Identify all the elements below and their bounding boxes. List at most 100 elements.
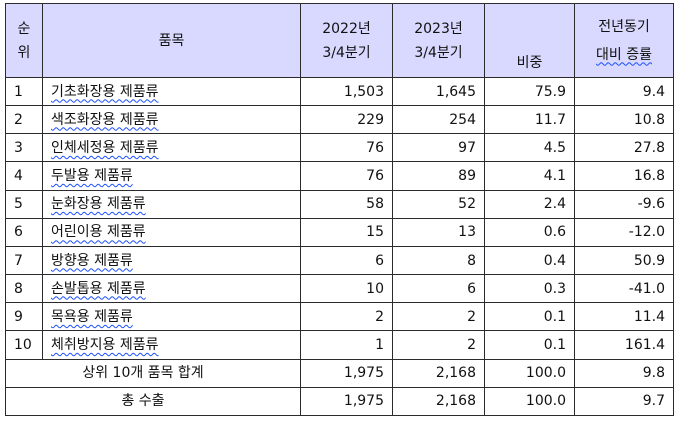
value-2023-cell: 97 bbox=[392, 133, 485, 163]
item-text: 어린이용 제품류 bbox=[51, 224, 146, 241]
summary-label-text: 상위 10개 품목 합계 bbox=[82, 365, 204, 382]
table-header: 순 위 품목 2022년 3/4분기 2023년 3/4분기 비중 전년동기 대… bbox=[5, 3, 674, 78]
table-row: 2 색조화장용 제품류 229 254 11.7 10.8 bbox=[5, 105, 674, 135]
yoy-cell: 11.4 bbox=[574, 302, 674, 332]
table-row: 10 체취방지용 제품류 1 2 0.1 161.4 bbox=[5, 330, 674, 360]
yoy-cell: -9.6 bbox=[574, 189, 674, 219]
item-cell: 체취방지용 제품류 bbox=[42, 330, 301, 360]
rank-cell: 10 bbox=[5, 330, 43, 360]
value-2022-cell: 229 bbox=[300, 105, 393, 135]
header-2023-line2: 3/4분기 bbox=[414, 44, 463, 61]
rank-cell: 4 bbox=[5, 161, 43, 191]
table-row: 6 어린이용 제품류 15 13 0.6 -12.0 bbox=[5, 217, 674, 247]
value-2022-cell: 6 bbox=[300, 245, 393, 276]
value-2022-cell: 76 bbox=[300, 161, 393, 191]
yoy-cell: 50.9 bbox=[574, 245, 674, 276]
header-yoy-line1: 전년동기 bbox=[598, 18, 650, 35]
share-cell: 0.1 bbox=[484, 302, 575, 332]
summary-2022-cell: 1,975 bbox=[300, 386, 393, 417]
share-cell: 4.5 bbox=[484, 133, 575, 163]
summary-row-top10: 상위 10개 품목 합계 1,975 2,168 100.0 9.8 bbox=[5, 358, 674, 388]
rank-cell: 7 bbox=[5, 245, 43, 276]
table-row: 7 방향용 제품류 6 8 0.4 50.9 bbox=[5, 245, 674, 276]
table-row: 9 목욕용 제품류 2 2 0.1 11.4 bbox=[5, 302, 674, 332]
item-text: 눈화장용 제품류 bbox=[51, 196, 146, 213]
item-text: 체취방지용 제품류 bbox=[51, 336, 159, 353]
yoy-cell: 161.4 bbox=[574, 330, 674, 360]
table-row: 4 두발용 제품류 76 89 4.1 16.8 bbox=[5, 161, 674, 191]
summary-2022-cell: 1,975 bbox=[300, 358, 393, 388]
value-2022-cell: 76 bbox=[300, 133, 393, 163]
item-cell: 기초화장용 제품류 bbox=[42, 76, 301, 107]
rank-cell: 8 bbox=[5, 274, 43, 304]
value-2022-cell: 10 bbox=[300, 274, 393, 304]
summary-label-text: 총 수출 bbox=[121, 393, 165, 410]
export-table-container: 순 위 품목 2022년 3/4분기 2023년 3/4분기 비중 전년동기 대… bbox=[5, 3, 674, 417]
header-2022: 2022년 3/4분기 bbox=[300, 3, 393, 78]
share-cell: 0.4 bbox=[484, 245, 575, 276]
summary-2023-cell: 2,168 bbox=[392, 358, 485, 388]
table-body: 1 기초화장용 제품류 1,503 1,645 75.9 9.4 2 색조화장용… bbox=[5, 76, 674, 417]
header-2022-line1: 2022년 bbox=[322, 20, 371, 37]
item-text: 손발톱용 제품류 bbox=[51, 280, 146, 297]
share-cell: 0.3 bbox=[484, 274, 575, 304]
rank-cell: 6 bbox=[5, 217, 43, 247]
header-2022-line2: 3/4분기 bbox=[322, 44, 371, 61]
summary-share-cell: 100.0 bbox=[484, 386, 575, 417]
value-2022-cell: 2 bbox=[300, 302, 393, 332]
item-text: 두발용 제품류 bbox=[51, 168, 133, 185]
header-rank-line1: 순 bbox=[17, 20, 31, 37]
yoy-cell: 16.8 bbox=[574, 161, 674, 191]
value-2023-cell: 2 bbox=[392, 302, 485, 332]
share-cell: 75.9 bbox=[484, 76, 575, 107]
share-cell: 4.1 bbox=[484, 161, 575, 191]
header-row: 순 위 품목 2022년 3/4분기 2023년 3/4분기 비중 전년동기 대… bbox=[5, 3, 674, 78]
header-share: 비중 bbox=[484, 3, 575, 78]
table-row: 8 손발톱용 제품류 10 6 0.3 -41.0 bbox=[5, 274, 674, 304]
value-2022-cell: 1,503 bbox=[300, 76, 393, 107]
yoy-cell: -41.0 bbox=[574, 274, 674, 304]
item-text: 방향용 제품류 bbox=[51, 252, 133, 269]
rank-cell: 2 bbox=[5, 105, 43, 135]
header-rank: 순 위 bbox=[5, 3, 43, 78]
summary-row-total: 총 수출 1,975 2,168 100.0 9.7 bbox=[5, 386, 674, 417]
yoy-cell: -12.0 bbox=[574, 217, 674, 247]
value-2022-cell: 15 bbox=[300, 217, 393, 247]
yoy-cell: 10.8 bbox=[574, 105, 674, 135]
summary-yoy-cell: 9.7 bbox=[574, 386, 674, 417]
table-row: 1 기초화장용 제품류 1,503 1,645 75.9 9.4 bbox=[5, 76, 674, 107]
yoy-cell: 27.8 bbox=[574, 133, 674, 163]
value-2022-cell: 58 bbox=[300, 189, 393, 219]
item-cell: 인체세정용 제품류 bbox=[42, 133, 301, 163]
summary-label-cell: 상위 10개 품목 합계 bbox=[5, 358, 301, 388]
value-2022-cell: 1 bbox=[300, 330, 393, 360]
yoy-cell: 9.4 bbox=[574, 76, 674, 107]
share-cell: 0.1 bbox=[484, 330, 575, 360]
share-cell: 0.6 bbox=[484, 217, 575, 247]
item-text: 기초화장용 제품류 bbox=[51, 83, 159, 100]
share-cell: 2.4 bbox=[484, 189, 575, 219]
header-rank-line2: 위 bbox=[17, 44, 31, 61]
item-text: 목욕용 제품류 bbox=[51, 308, 133, 325]
item-cell: 어린이용 제품류 bbox=[42, 217, 301, 247]
item-text: 색조화장용 제품류 bbox=[51, 111, 159, 128]
item-cell: 두발용 제품류 bbox=[42, 161, 301, 191]
item-cell: 눈화장용 제품류 bbox=[42, 189, 301, 219]
rank-cell: 9 bbox=[5, 302, 43, 332]
item-text: 인체세정용 제품류 bbox=[51, 139, 159, 156]
header-yoy-line2: 대비 증률 bbox=[596, 46, 652, 63]
value-2023-cell: 89 bbox=[392, 161, 485, 191]
value-2023-cell: 2 bbox=[392, 330, 485, 360]
rank-cell: 5 bbox=[5, 189, 43, 219]
header-item: 품목 bbox=[42, 3, 301, 78]
item-cell: 손발톱용 제품류 bbox=[42, 274, 301, 304]
cosmetics-export-table: 순 위 품목 2022년 3/4분기 2023년 3/4분기 비중 전년동기 대… bbox=[5, 3, 674, 417]
summary-label-cell: 총 수출 bbox=[5, 386, 301, 417]
rank-cell: 3 bbox=[5, 133, 43, 163]
header-2023-line1: 2023년 bbox=[414, 20, 463, 37]
summary-share-cell: 100.0 bbox=[484, 358, 575, 388]
value-2023-cell: 254 bbox=[392, 105, 485, 135]
rank-cell: 1 bbox=[5, 76, 43, 107]
value-2023-cell: 8 bbox=[392, 245, 485, 276]
value-2023-cell: 1,645 bbox=[392, 76, 485, 107]
